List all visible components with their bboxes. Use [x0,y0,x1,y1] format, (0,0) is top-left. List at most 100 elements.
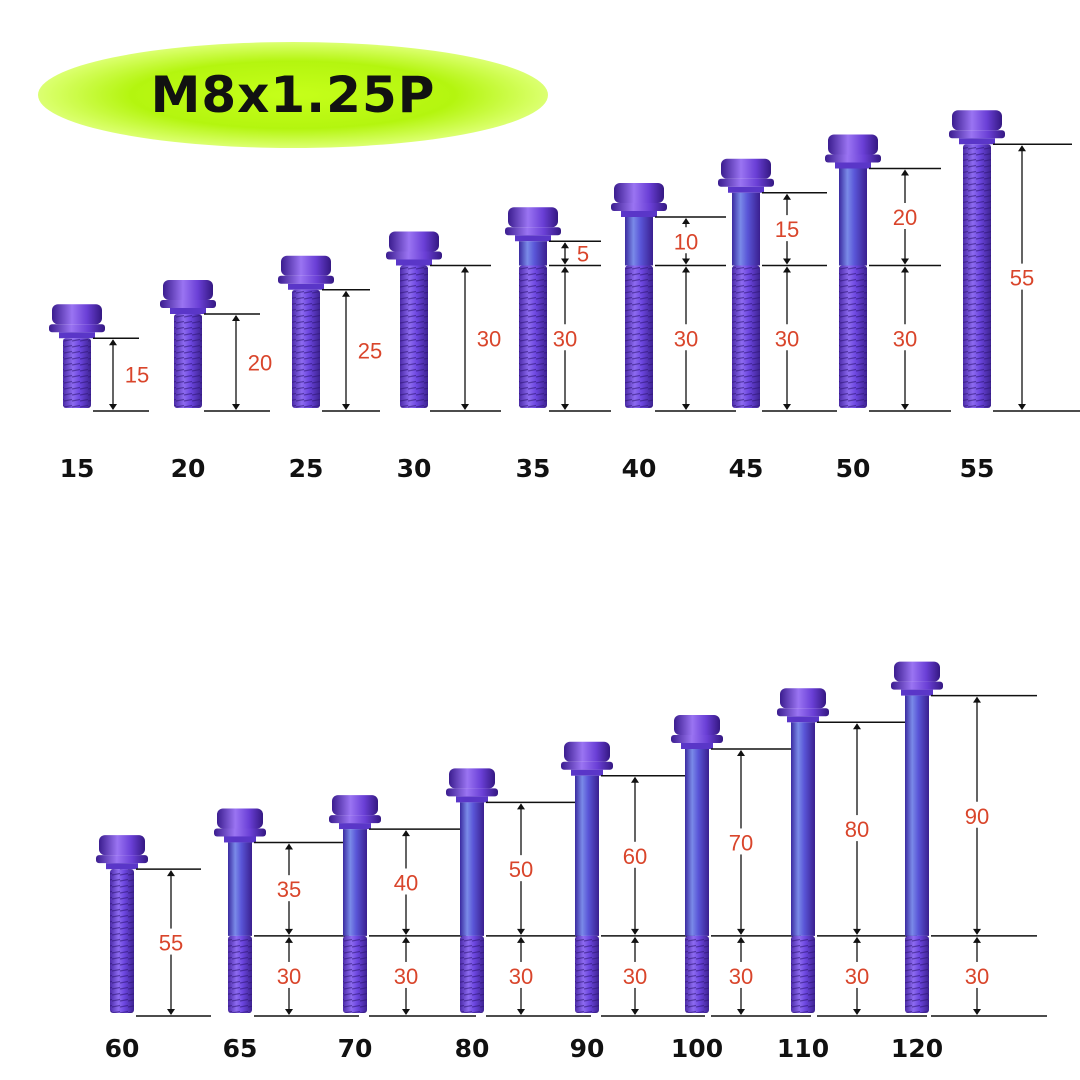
bolt-20 [160,280,216,408]
thread-length-label: 25 [358,338,382,363]
label-bg [670,227,702,254]
label-bg [841,961,873,988]
bolt-head [828,134,878,155]
bolt-flange [949,130,1005,139]
bolt-head [894,661,940,682]
bolt-neck [396,259,432,266]
bolt-thread-texture [292,289,320,408]
arrow-head [737,928,745,935]
shank-length-label: 5 [577,241,589,266]
bolt-35 [505,207,561,408]
bolt-thread-texture [343,935,367,1013]
bolt-shank [839,168,867,266]
title-highlight [38,42,548,148]
label-bg [273,875,305,902]
arrow-head [561,266,569,273]
bolt-80 [446,768,498,1013]
bolt-40 [611,183,667,408]
size-label-60: 60 [104,1034,140,1063]
arrow-head [682,266,690,273]
thread-length-label: 30 [553,326,577,351]
bolt-head [449,768,495,789]
arrow-head [402,1009,410,1015]
bolt-neck [728,186,764,193]
label-bg [549,324,581,351]
arrow-head [973,696,981,703]
bolt-neck [515,235,551,242]
arrow-head [631,776,639,783]
size-label-100: 100 [670,1034,724,1063]
bolt-shank [732,192,760,266]
arrow-head [1018,145,1026,152]
bolt-neck [288,283,324,290]
shank-length-label: 90 [965,804,989,829]
arrow-head [973,936,981,943]
bolt-head [281,255,331,276]
arrow-head [342,290,350,297]
thread-length-label: 30 [394,964,418,989]
bolt-90 [561,741,613,1013]
arrow-head [461,404,469,410]
shank-length-label: 20 [893,205,917,230]
bolt-flange [611,203,667,211]
bolt-flange [329,815,381,824]
arrow-head [561,258,569,265]
arrow-head [517,1009,525,1015]
arrow-head [1018,404,1026,410]
bolt-110 [777,688,829,1013]
arrow-head [682,404,690,410]
bolt-flange [278,275,334,284]
bolt-head [721,158,771,179]
label-bg [670,324,702,351]
bolt-flange [505,227,561,236]
arrow-head [402,936,410,943]
label-bg [505,855,537,882]
thread-length-label: 20 [248,351,272,376]
bolt-30 [386,231,442,408]
bolt-25 [278,255,334,408]
bolt-flange [671,735,723,743]
bolt-100 [671,715,723,1013]
arrow-head [517,928,525,935]
label-bg [1006,263,1038,290]
bolt-head [674,715,720,735]
arrow-head [232,404,240,410]
arrow-head [682,218,690,224]
shank-length-label: 15 [775,217,799,242]
size-label-110: 110 [776,1034,830,1063]
arrow-head [853,1009,861,1015]
bolt-45 [718,158,774,408]
arrow-head [783,258,791,265]
arrow-head [402,928,410,935]
size-label-80: 80 [454,1034,490,1063]
bolt-neck [106,863,138,870]
bolt-55 [949,110,1005,408]
label-bg [841,815,873,842]
thread-length-label: 30 [775,326,799,351]
size-label-55: 55 [959,454,995,483]
arrow-head [853,723,861,730]
arrow-head [631,1009,639,1015]
bolt-thread-texture [228,935,252,1013]
arrow-head [109,404,117,410]
label-bg [771,215,803,242]
arrow-head [631,928,639,935]
bolt-thread-texture [732,265,760,408]
bolt-thread-texture [174,314,202,408]
arrow-head [631,936,639,943]
arrow-head [167,870,175,877]
label-bg [619,961,651,988]
arrow-head [973,1009,981,1015]
label-bg [725,961,757,988]
arrow-head [402,830,410,837]
thread-length-label: 30 [965,964,989,989]
bolt-head [780,688,826,709]
size-label-70: 70 [337,1034,373,1063]
thread-length-label: 30 [893,326,917,351]
bolt-thread-texture [63,338,91,408]
arrow-head [517,936,525,943]
bolt-shank [519,241,547,266]
label-bg [725,828,757,855]
thread-length-label: 30 [674,326,698,351]
arrow-head [901,266,909,273]
